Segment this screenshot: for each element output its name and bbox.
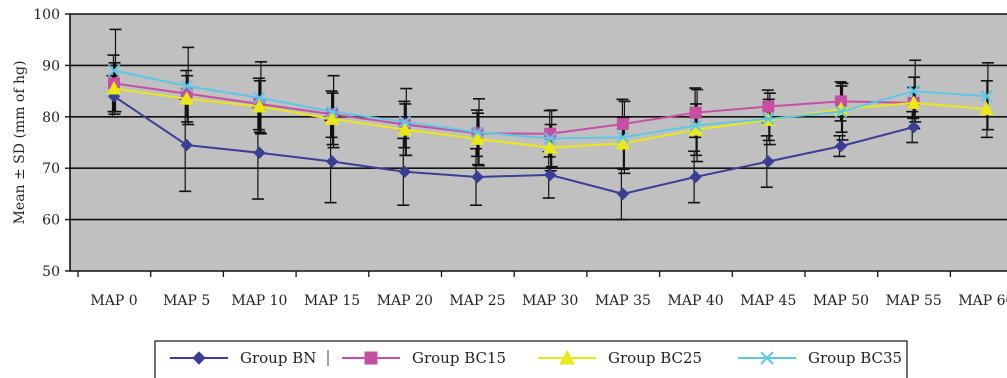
x-tick-label: MAP 60: [958, 293, 1007, 309]
point-group-bc25: [106, 80, 122, 95]
point-group-bc35: [834, 105, 848, 118]
legend-label: Group BC15: [412, 349, 506, 367]
marker-stroke: [543, 132, 557, 145]
point-group-bc35: [253, 91, 266, 104]
gridlines: [70, 13, 1007, 272]
marker-stroke: [253, 91, 266, 104]
point-group-bc35: [762, 112, 775, 126]
marker-stroke: [325, 105, 339, 118]
series-line-group-bn: [113, 95, 914, 195]
point-group-bc25: [324, 111, 340, 125]
point-group-bc15: [689, 106, 702, 119]
point-group-bc25: [542, 140, 558, 154]
series-group-bc35: [107, 64, 993, 145]
x-tick-label: MAP 30: [522, 293, 578, 309]
legend-item-group-bc25: Group BC25: [538, 349, 702, 367]
legend-box: [154, 340, 908, 378]
point-group-bc25: [252, 98, 267, 113]
point-group-bc35: [180, 79, 193, 93]
x-tick-label: MAP 35: [595, 293, 651, 309]
y-axis-label: Mean ± SD (mm of hg): [12, 61, 28, 225]
point-group-bc35: [398, 115, 412, 129]
point-group-bc35: [107, 64, 121, 77]
marker-stroke: [471, 126, 484, 139]
x-tick-label: MAP 0: [90, 293, 137, 309]
series-line-group-bc15: [113, 82, 914, 135]
legend-swatch-marker: [364, 351, 378, 365]
x-tick-label: MAP 25: [449, 293, 505, 309]
plot-area: [70, 14, 1007, 271]
marker-stroke: [907, 84, 920, 98]
point-group-bc15: [616, 117, 629, 130]
y-tick-label: 100: [33, 7, 60, 23]
y-tick-label: 90: [42, 58, 60, 74]
marker-stroke: [980, 90, 993, 103]
legend-label: Group BC35: [808, 349, 902, 367]
point-group-bc35: [325, 105, 339, 118]
point-group-bc25: [179, 91, 195, 105]
marker-stroke: [689, 119, 702, 132]
legend-swatch-marker: [760, 351, 774, 365]
point-group-bn: [180, 138, 193, 152]
y-tick-label: 60: [42, 213, 60, 229]
point-group-bn: [543, 168, 557, 182]
point-group-bn: [325, 155, 339, 168]
x-tick-label: MAP 50: [813, 293, 869, 309]
legend-item-group-bc15: Group BC15: [342, 349, 506, 367]
point-group-bn: [762, 155, 775, 168]
x-tick-label: MAP 45: [740, 293, 796, 309]
x-axis: MAP 0 MAP 5 MAP 10 MAP 15 MAP 20 MAP 25 MAP 30…: [77, 271, 1007, 309]
y-tick-label: 50: [42, 264, 60, 280]
point-group-bc25: [397, 122, 413, 136]
y-tick-label: 70: [42, 161, 60, 177]
marker-stroke: [762, 112, 775, 126]
x-tick-label: MAP 40: [668, 293, 724, 309]
point-group-bc35: [543, 132, 557, 145]
marker-stroke: [616, 131, 630, 144]
legend-swatch-marker: [559, 349, 575, 365]
point-group-bc25: [615, 135, 631, 150]
point-group-bn: [689, 170, 702, 184]
point-group-bc35: [907, 84, 920, 98]
point-group-bn: [398, 165, 412, 179]
point-group-bc35: [689, 119, 702, 132]
marker-stroke: [398, 115, 412, 129]
marker-stroke: [107, 64, 121, 77]
point-group-bc35: [980, 90, 993, 103]
y-tick-label: 80: [42, 110, 60, 126]
point-group-bc35: [616, 131, 630, 144]
legend-item-group-bn: Group BN: [170, 349, 316, 367]
x-tick-label: MAP 15: [304, 293, 360, 309]
point-group-bc25: [979, 101, 994, 116]
legend-item-group-bc35: Group BC35: [738, 349, 902, 367]
series-layer: [106, 28, 994, 221]
x-tick-label: MAP 5: [163, 293, 210, 309]
marker-stroke: [180, 79, 193, 93]
legend: Group BN Group BC15 Group BC25 Group BC35: [154, 340, 908, 378]
point-group-bc25: [906, 95, 922, 109]
marker-stroke: [760, 351, 774, 365]
point-group-bn: [616, 187, 630, 201]
point-group-bn: [471, 170, 484, 184]
x-tick-label: MAP 55: [886, 293, 942, 309]
point-group-bn: [834, 139, 848, 153]
point-group-bc35: [471, 126, 484, 139]
legend-label: Group BC25: [608, 349, 702, 367]
point-group-bn: [253, 146, 266, 159]
marker-stroke: [834, 105, 848, 118]
x-tick-label: MAP 10: [231, 293, 287, 309]
point-group-bn: [907, 120, 920, 134]
y-axis: 50 60 70 80 90 100: [33, 7, 71, 280]
point-group-bc15: [762, 100, 775, 113]
legend-label: Group BN: [240, 349, 316, 367]
x-tick-label: MAP 20: [377, 293, 433, 309]
legend-swatch-marker: [192, 351, 206, 365]
point-group-bc25: [470, 131, 485, 145]
